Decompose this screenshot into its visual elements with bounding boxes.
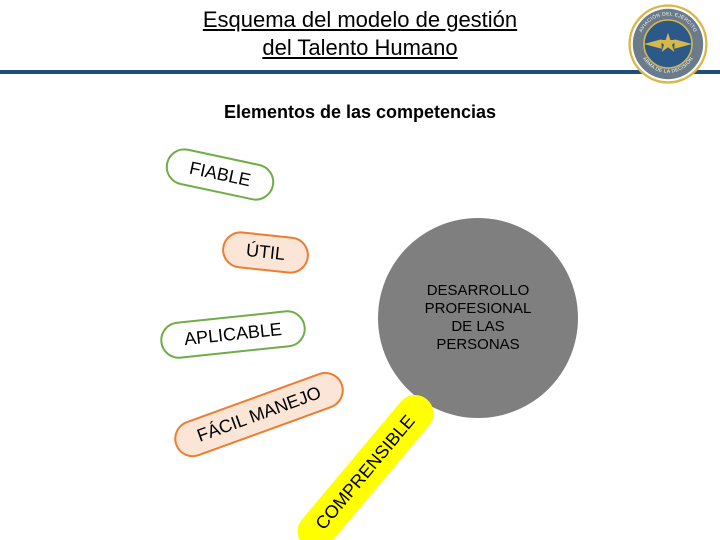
header-divider [0,70,720,74]
title-line-1: Esquema del modelo de gestión [203,7,517,32]
circle-text-l4: PERSONAS [436,336,519,353]
army-aviation-logo: AVIACIÓN DEL EJÉRCITO ARMA DE LA DECISIÓ… [628,4,708,84]
center-circle: DESARROLLO PROFESIONAL DE LAS PERSONAS [378,218,578,418]
competency-pill-3: FÁCIL MANEJO [169,367,349,463]
competency-pill-2: APLICABLE [158,308,307,360]
circle-text: DESARROLLO PROFESIONAL DE LAS PERSONAS [425,282,532,354]
slide-root: Esquema del modelo de gestión del Talent… [0,0,720,540]
competency-pill-1: ÚTIL [220,230,310,276]
circle-text-l1: DESARROLLO [427,282,530,299]
page-title: Esquema del modelo de gestión del Talent… [0,6,720,61]
circle-text-l3: DE LAS [451,318,504,335]
circle-text-l2: PROFESIONAL [425,300,532,317]
subtitle: Elementos de las competencias [0,102,720,123]
title-block: Esquema del modelo de gestión del Talent… [0,6,720,61]
competency-pill-0: FIABLE [162,145,277,204]
title-line-2: del Talento Humano [262,35,457,60]
